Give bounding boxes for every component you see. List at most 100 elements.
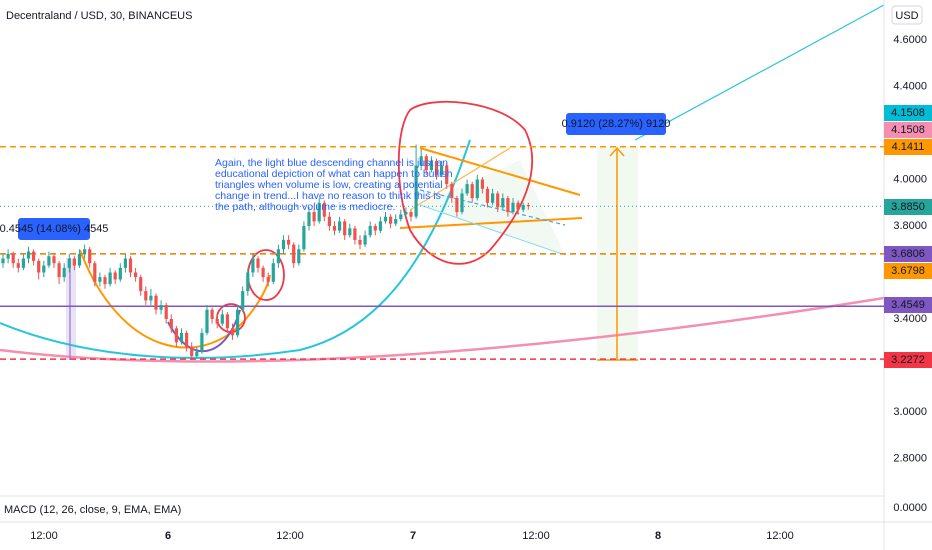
- price-label-box: [884, 139, 932, 155]
- candle-body: [205, 309, 209, 333]
- measure-box: [18, 218, 90, 240]
- candle-body: [251, 258, 255, 273]
- candle-body: [118, 267, 122, 280]
- drawings: [0, 4, 885, 363]
- candle-body: [491, 193, 495, 203]
- candle-body: [511, 202, 515, 213]
- price-label: 3.2272: [891, 354, 925, 366]
- currency: USD: [895, 10, 918, 22]
- candle-body: [389, 216, 393, 224]
- candle-body: [67, 258, 71, 268]
- candle-body: [144, 291, 148, 301]
- candle-body: [414, 165, 418, 217]
- candle-body: [521, 205, 525, 210]
- x-tick-label: 12:00: [30, 530, 58, 542]
- candle-body: [154, 295, 158, 310]
- candle-body: [506, 198, 510, 213]
- candle-body: [404, 212, 408, 215]
- candle-body: [32, 251, 36, 261]
- measure-box: [566, 113, 666, 135]
- candle-body: [307, 212, 311, 226]
- candle-body: [42, 265, 46, 273]
- candle-body: [470, 184, 474, 199]
- candle-body: [113, 272, 117, 280]
- candle-body: [169, 319, 173, 329]
- triangle-line: [419, 147, 581, 196]
- y-tick-label: 4.6000: [893, 34, 927, 46]
- candle-body: [108, 272, 112, 285]
- price-label-box: [884, 352, 932, 368]
- candle-body: [460, 193, 464, 213]
- candle-body: [52, 256, 56, 264]
- trend-line: [409, 147, 511, 211]
- candle-body: [139, 277, 143, 292]
- currency-box: [891, 5, 923, 25]
- candle-body: [62, 267, 66, 278]
- candle-body: [348, 228, 352, 236]
- candle-body: [302, 226, 306, 250]
- x-tick-label: 8: [655, 530, 661, 542]
- candle-body: [496, 193, 500, 208]
- candle-body: [429, 160, 433, 171]
- candle-body: [322, 202, 326, 217]
- candle-body: [134, 272, 138, 278]
- candle-body: [215, 319, 219, 324]
- price-label-box: [884, 199, 932, 215]
- candle-body: [419, 156, 423, 166]
- arrow: [609, 146, 625, 157]
- x-tick-label: 6: [165, 530, 171, 542]
- candle-body: [190, 346, 194, 357]
- candle-body: [373, 226, 377, 231]
- candle-body: [246, 272, 250, 292]
- candle-body: [526, 205, 530, 207]
- price-label-box: [884, 297, 932, 313]
- annotation: educational depiction of what can happen…: [215, 168, 453, 180]
- candle-body: [399, 214, 403, 220]
- candle-body: [261, 267, 265, 278]
- candle-body: [149, 295, 153, 301]
- candle-body: [445, 165, 449, 185]
- x-tick-label: 12:00: [522, 530, 550, 542]
- highlight-circle: [397, 100, 534, 265]
- price-label-box: [884, 246, 932, 262]
- candle-body: [83, 249, 87, 254]
- candle-body: [271, 263, 275, 282]
- y-tick-label: 4.4000: [893, 80, 927, 92]
- arc: [0, 139, 471, 359]
- candle-body: [195, 351, 199, 357]
- annotation: the path, although volume is mediocre.: [215, 201, 395, 213]
- candle-body: [37, 260, 41, 273]
- candle-body: [185, 332, 189, 347]
- candle-body: [93, 263, 97, 282]
- candle-body: [327, 216, 331, 226]
- candle-body: [21, 258, 25, 268]
- channel-line: [419, 189, 566, 226]
- measure-zone: [66, 258, 76, 360]
- candle-body: [378, 221, 382, 231]
- candle-body: [236, 309, 240, 336]
- x-tick-label: 12:00: [276, 530, 304, 542]
- x-tick-label: 7: [410, 530, 416, 542]
- candle-body: [225, 314, 229, 329]
- candle-body: [317, 202, 321, 222]
- y-tick-label: 4.0000: [893, 173, 927, 185]
- cup: [79, 249, 271, 349]
- candle-body: [123, 258, 127, 268]
- y-tick-label: 3.8000: [893, 220, 927, 232]
- candle-body: [455, 198, 459, 213]
- candle-body: [450, 184, 454, 199]
- candle-body: [47, 256, 51, 266]
- candle-body: [434, 160, 439, 175]
- candle-body: [475, 179, 479, 199]
- candle-body: [292, 244, 296, 264]
- candle-body: [516, 202, 520, 210]
- candle-body: [276, 249, 280, 264]
- y-tick-label: 3.0000: [893, 406, 927, 418]
- chart-title: Decentraland / USD, 30, BINANCEUS: [6, 10, 192, 22]
- price-label: 4.1411: [892, 141, 925, 153]
- price-label: 3.8850: [891, 201, 925, 213]
- candle-body: [11, 253, 15, 264]
- y-tick-label: 2.8000: [893, 452, 927, 464]
- candle-body: [26, 251, 31, 259]
